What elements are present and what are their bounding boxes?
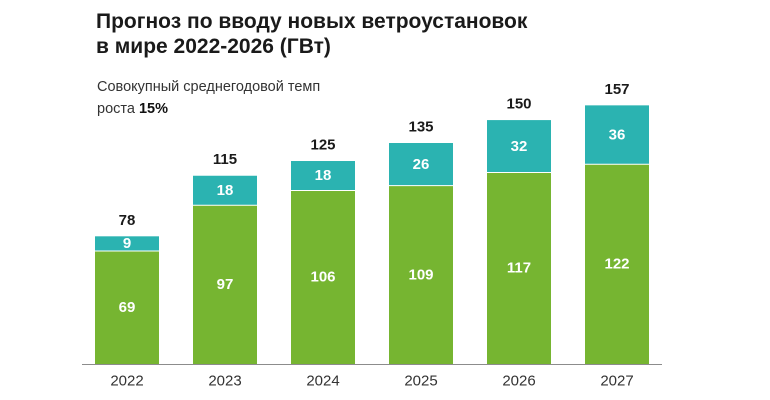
- bar-onshore-2025: [389, 185, 453, 364]
- x-tick-label-2026: 2026: [502, 373, 535, 390]
- bar-total-2024: 125: [310, 137, 335, 154]
- bar-label-offshore-2025: 26: [413, 156, 430, 173]
- chart-title: Прогноз по вводу новых ветроустановок в …: [96, 9, 656, 59]
- bar-label-offshore-2024: 18: [315, 167, 332, 184]
- chart-title-line-1: Прогноз по вводу новых ветроустановок: [96, 10, 528, 33]
- bar-offshore-2022: [95, 236, 159, 252]
- bar-label-onshore-2023: 97: [217, 276, 234, 293]
- bar-offshore-2027: [585, 105, 649, 165]
- bar-label-offshore-2026: 32: [511, 138, 528, 155]
- bar-label-onshore-2022: 69: [119, 299, 136, 316]
- bar-onshore-2027: [585, 164, 649, 364]
- growth-annotation: Совокупный среднегодовой темп роста 15%: [97, 76, 357, 120]
- bar-label-onshore-2027: 122: [604, 256, 629, 273]
- x-tick-label-2024: 2024: [306, 373, 339, 390]
- bar-offshore-2026: [487, 120, 551, 173]
- x-tick-label-2027: 2027: [600, 373, 633, 390]
- bar-onshore-2023: [193, 205, 257, 364]
- bar-offshore-2023: [193, 175, 257, 206]
- chart-title-line-2: в мире 2022-2026 (ГВт): [96, 35, 331, 58]
- x-tick-label-2023: 2023: [208, 373, 241, 390]
- bar-label-onshore-2026: 117: [507, 260, 531, 277]
- x-tick-label-2025: 2025: [404, 373, 437, 390]
- bar-label-onshore-2024: 106: [310, 269, 335, 286]
- bar-label-onshore-2025: 109: [408, 266, 433, 283]
- bar-label-offshore-2023: 18: [217, 182, 234, 199]
- bar-onshore-2022: [95, 251, 159, 364]
- bar-total-2022: 78: [119, 212, 136, 229]
- bar-label-offshore-2022: 9: [123, 235, 131, 252]
- bar-total-2026: 150: [506, 96, 531, 113]
- bar-total-2025: 135: [408, 119, 433, 136]
- bar-offshore-2024: [291, 161, 355, 191]
- growth-annotation-text: Совокупный среднегодовой темп роста: [97, 79, 321, 117]
- growth-annotation-value: 15%: [138, 101, 168, 117]
- bar-onshore-2024: [291, 190, 355, 364]
- bar-total-2023: 115: [213, 151, 237, 168]
- bar-onshore-2026: [487, 172, 551, 364]
- bar-offshore-2025: [389, 143, 453, 186]
- bar-total-2027: 157: [604, 81, 629, 98]
- bar-label-offshore-2027: 36: [609, 126, 626, 143]
- x-tick-label-2022: 2022: [110, 373, 143, 390]
